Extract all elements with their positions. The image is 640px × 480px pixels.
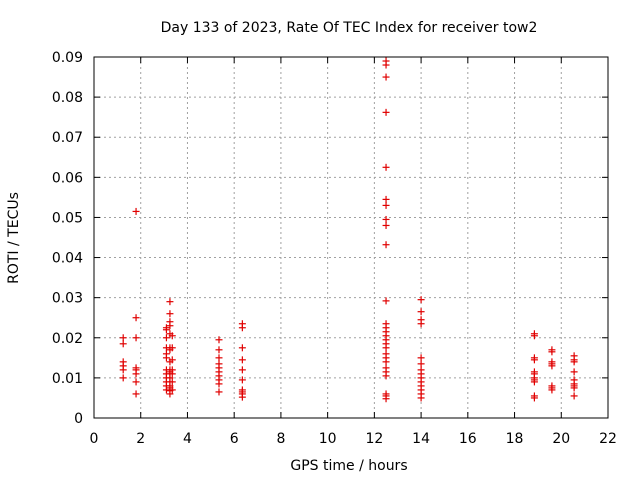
x-tick-label: 22 (599, 431, 617, 447)
data-point-marker (382, 297, 390, 305)
data-point-marker (168, 332, 176, 340)
data-point-marker (168, 370, 176, 378)
x-tick-label: 4 (183, 431, 192, 447)
data-point-marker (162, 354, 170, 362)
data-point-marker (119, 374, 127, 382)
data-point-marker (382, 221, 390, 229)
x-tick-label: 14 (412, 431, 430, 447)
x-tick-labels: 0 2 4 6 8 10 12 14 16 18 20 22 (90, 431, 617, 447)
plot-frame (93, 56, 609, 419)
data-point-marker (215, 336, 223, 344)
data-point-marker (238, 344, 246, 352)
data-point-marker (168, 386, 176, 394)
data-point-marker (570, 392, 578, 400)
data-point-marker (382, 241, 390, 249)
data-point-marker (168, 356, 176, 364)
data-point-marker (119, 340, 127, 348)
data-point-marker (166, 298, 174, 306)
y-tick-label: 0.07 (52, 130, 83, 146)
data-point-marker (215, 354, 223, 362)
axis-ticks (93, 56, 609, 419)
data-point-marker (382, 108, 390, 116)
data-point-marker (417, 320, 425, 328)
data-point-marker (215, 346, 223, 354)
data-point-marker (382, 61, 390, 69)
data-point-marker (570, 368, 578, 376)
chart-title: Day 133 of 2023, Rate Of TEC Index for r… (161, 20, 538, 36)
data-point-marker (162, 326, 170, 334)
data-point-marker (417, 360, 425, 368)
y-tick-label: 0.02 (52, 331, 83, 347)
data-point-marker (417, 308, 425, 316)
y-tick-label: 0.09 (52, 50, 83, 66)
data-point-marker (238, 366, 246, 374)
data-point-marker (530, 394, 538, 402)
data-point-marker (382, 344, 390, 352)
y-tick-label: 0.06 (52, 170, 83, 186)
data-point-marker (166, 310, 174, 318)
data-point-marker (132, 207, 140, 215)
data-point-marker (238, 324, 246, 332)
data-point-marker (132, 314, 140, 322)
x-tick-label: 10 (319, 431, 337, 447)
x-tick-label: 20 (552, 431, 570, 447)
data-point-marker (132, 390, 140, 398)
y-tick-label: 0.03 (52, 291, 83, 307)
data-point-marker (168, 378, 176, 386)
data-markers (119, 57, 578, 403)
data-point-marker (382, 201, 390, 209)
data-point-marker (382, 73, 390, 81)
y-tick-label: 0 (74, 411, 83, 427)
data-point-marker (215, 388, 223, 396)
y-tick-label: 0.05 (52, 210, 83, 226)
y-tick-label: 0.01 (52, 371, 83, 387)
data-point-marker (215, 380, 223, 388)
data-point-marker (162, 386, 170, 394)
data-point-marker (238, 376, 246, 384)
data-point-marker (382, 395, 390, 403)
data-point-marker (132, 378, 140, 386)
data-point-marker (417, 354, 425, 362)
y-tick-labels: 0 0.01 0.02 0.03 0.04 0.05 0.06 0.07 0.08 0.09 (52, 50, 83, 427)
data-point-marker (570, 384, 578, 392)
x-tick-label: 8 (276, 431, 285, 447)
data-point-marker (132, 370, 140, 378)
data-point-marker (166, 390, 174, 398)
x-tick-label: 6 (230, 431, 239, 447)
x-tick-label: 0 (90, 431, 99, 447)
x-tick-label: 16 (459, 431, 477, 447)
data-point-marker (238, 393, 246, 401)
grid-lines (94, 57, 608, 418)
data-point-marker (548, 386, 556, 394)
data-point-marker (382, 163, 390, 171)
data-point-marker (119, 334, 127, 342)
data-point-marker (382, 358, 390, 366)
data-point-marker (162, 334, 170, 342)
data-point-marker (166, 322, 174, 330)
y-tick-label: 0.04 (52, 251, 83, 267)
data-point-marker (382, 215, 390, 223)
data-point-marker (382, 372, 390, 380)
y-tick-label: 0.08 (52, 90, 83, 106)
data-point-marker (168, 344, 176, 352)
data-point-marker (530, 356, 538, 364)
data-point-marker (119, 366, 127, 374)
data-point-marker (238, 356, 246, 364)
data-point-marker (570, 358, 578, 366)
data-point-marker (417, 394, 425, 402)
x-tick-label: 12 (365, 431, 383, 447)
data-point-marker (548, 362, 556, 370)
data-point-marker (530, 378, 538, 386)
data-point-marker (382, 195, 390, 203)
data-point-marker (548, 348, 556, 356)
x-tick-label: 18 (506, 431, 524, 447)
data-point-marker (530, 332, 538, 340)
data-point-marker (417, 296, 425, 304)
x-tick-label: 2 (136, 431, 145, 447)
y-axis-label: ROTI / TECUs (6, 192, 22, 284)
x-axis-label: GPS time / hours (290, 458, 407, 474)
data-point-marker (132, 334, 140, 342)
